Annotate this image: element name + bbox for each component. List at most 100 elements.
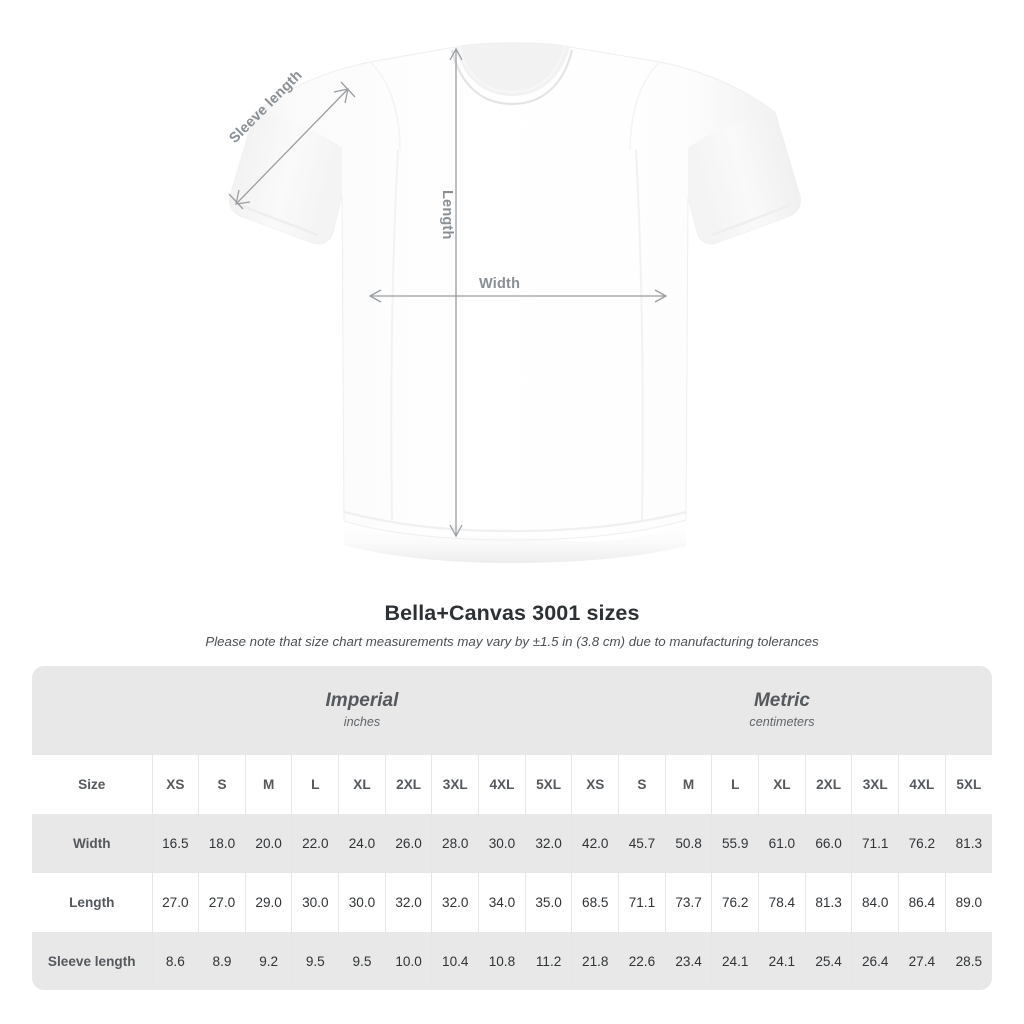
cell-sleeve-length-metric-L: 24.1 <box>711 932 759 990</box>
unit-group-metric: Metric centimeters <box>571 666 992 755</box>
cell-width-imperial-XL: 24.0 <box>338 814 386 873</box>
size-header-imperial-XS: XS <box>151 755 199 814</box>
tshirt-illustration <box>228 42 801 563</box>
cell-width-metric-L: 55.9 <box>711 814 759 873</box>
cell-width-imperial-L: 22.0 <box>291 814 339 873</box>
table-row: Length 27.0 27.0 29.0 30.0 30.0 32.0 32.0 34.0 35… <box>32 873 992 932</box>
size-header-imperial-XL: XL <box>338 755 386 814</box>
size-header-metric-L: L <box>711 755 759 814</box>
tshirt-diagram: Sleeve length Length Width <box>226 42 801 563</box>
row-label-sleeve-length: Sleeve length <box>32 932 152 990</box>
cell-width-metric-XS: 42.0 <box>571 814 619 873</box>
unit-group-metric-sub: centimeters <box>749 715 815 730</box>
page-title: Bella+Canvas 3001 sizes <box>384 601 640 625</box>
sleeve-length-arrow <box>228 81 356 210</box>
cell-length-imperial-L: 30.0 <box>291 873 339 932</box>
cell-width-imperial-2XL: 26.0 <box>384 814 432 873</box>
cell-length-imperial-S: 27.0 <box>198 873 246 932</box>
size-chart-table-container: Imperial inches Metric centimeters Size … <box>32 666 992 990</box>
cell-sleeve-length-imperial-XL: 9.5 <box>338 932 386 990</box>
cell-length-imperial-5XL: 35.0 <box>524 873 572 932</box>
size-header-imperial-M: M <box>244 755 292 814</box>
size-header-imperial-2XL: 2XL <box>384 755 432 814</box>
cell-sleeve-length-metric-S: 22.6 <box>618 932 666 990</box>
size-header-metric-XL: XL <box>758 755 806 814</box>
row-label-width: Width <box>32 814 152 873</box>
cell-sleeve-length-imperial-4XL: 10.8 <box>478 932 526 990</box>
cell-width-imperial-M: 20.0 <box>244 814 292 873</box>
cell-width-metric-S: 45.7 <box>618 814 666 873</box>
size-header-imperial-4XL: 4XL <box>478 755 526 814</box>
width-arrow <box>368 289 668 303</box>
cell-width-metric-2XL: 66.0 <box>804 814 852 873</box>
size-header-imperial-5XL: 5XL <box>524 755 572 814</box>
cell-length-imperial-XL: 30.0 <box>338 873 386 932</box>
unit-group-metric-name: Metric <box>753 689 810 711</box>
cell-length-metric-XS: 68.5 <box>571 873 619 932</box>
cell-sleeve-length-imperial-3XL: 10.4 <box>431 932 479 990</box>
cell-width-metric-4XL: 76.2 <box>898 814 946 873</box>
cell-sleeve-length-imperial-M: 9.2 <box>244 932 292 990</box>
cell-length-metric-XL: 78.4 <box>758 873 806 932</box>
cell-width-imperial-3XL: 28.0 <box>431 814 479 873</box>
table-row: Sleeve length 8.6 8.9 9.2 9.5 9.5 10.0 10.4 10.8… <box>32 932 992 990</box>
cell-sleeve-length-metric-2XL: 25.4 <box>804 932 852 990</box>
size-corner-label: Size <box>32 755 152 814</box>
cell-sleeve-length-imperial-2XL: 10.0 <box>384 932 432 990</box>
cell-length-imperial-2XL: 32.0 <box>384 873 432 932</box>
cell-length-imperial-M: 29.0 <box>244 873 292 932</box>
shirt-shape <box>229 42 801 563</box>
annotation-length: Length <box>439 190 455 240</box>
cell-sleeve-length-imperial-S: 8.9 <box>198 932 246 990</box>
unit-group-imperial: Imperial inches <box>152 666 572 755</box>
cell-sleeve-length-imperial-L: 9.5 <box>291 932 339 990</box>
cell-sleeve-length-metric-5XL: 28.5 <box>944 932 992 990</box>
annotation-width: Width <box>479 276 521 292</box>
cell-sleeve-length-metric-M: 23.4 <box>664 932 712 990</box>
cell-sleeve-length-metric-3XL: 26.4 <box>851 932 899 990</box>
unit-banner-spacer <box>32 666 152 755</box>
size-header-metric-4XL: 4XL <box>898 755 946 814</box>
cell-width-imperial-5XL: 32.0 <box>524 814 572 873</box>
cell-width-imperial-4XL: 30.0 <box>478 814 526 873</box>
cell-length-metric-L: 76.2 <box>711 873 759 932</box>
table-row: Width 16.5 18.0 20.0 22.0 24.0 26.0 28.0 30.0 32.… <box>32 814 992 873</box>
cell-sleeve-length-imperial-XS: 8.6 <box>151 932 199 990</box>
size-header-metric-S: S <box>618 755 666 814</box>
cell-sleeve-length-metric-XL: 24.1 <box>758 932 806 990</box>
size-header-metric-M: M <box>664 755 712 814</box>
cell-length-imperial-4XL: 34.0 <box>478 873 526 932</box>
size-header-imperial-S: S <box>198 755 246 814</box>
cell-sleeve-length-metric-XS: 21.8 <box>571 932 619 990</box>
cell-length-metric-2XL: 81.3 <box>804 873 852 932</box>
size-header-imperial-L: L <box>291 755 339 814</box>
cell-length-imperial-3XL: 32.0 <box>431 873 479 932</box>
size-header-row: Size XS S M L XL 2XL 3XL 4XL 5XL XS S M L XL 2XL 3XL 4XL… <box>32 755 992 814</box>
size-header-imperial-3XL: 3XL <box>431 755 479 814</box>
unit-group-imperial-name: Imperial <box>325 689 399 711</box>
cell-length-metric-M: 73.7 <box>664 873 712 932</box>
cell-width-metric-XL: 61.0 <box>758 814 806 873</box>
cell-width-imperial-XS: 16.5 <box>151 814 199 873</box>
cell-sleeve-length-metric-4XL: 27.4 <box>898 932 946 990</box>
cell-width-metric-M: 50.8 <box>664 814 712 873</box>
cell-length-metric-4XL: 86.4 <box>898 873 946 932</box>
cell-length-imperial-XS: 27.0 <box>151 873 199 932</box>
cell-length-metric-S: 71.1 <box>618 873 666 932</box>
page-subtitle: Please note that size chart measurements… <box>205 634 819 649</box>
size-header-metric-5XL: 5XL <box>944 755 992 814</box>
cell-length-metric-5XL: 89.0 <box>944 873 992 932</box>
measure-arrows <box>228 47 668 538</box>
cell-width-metric-5XL: 81.3 <box>944 814 992 873</box>
unit-group-imperial-sub: inches <box>343 715 381 730</box>
length-arrow <box>449 47 463 538</box>
size-header-metric-2XL: 2XL <box>804 755 852 814</box>
size-chart-table: Imperial inches Metric centimeters Size … <box>32 666 992 990</box>
cell-sleeve-length-imperial-5XL: 11.2 <box>524 932 572 990</box>
size-header-metric-XS: XS <box>571 755 619 814</box>
row-label-length: Length <box>32 873 152 932</box>
size-header-metric-3XL: 3XL <box>851 755 899 814</box>
cell-width-imperial-S: 18.0 <box>198 814 246 873</box>
unit-banner-row: Imperial inches Metric centimeters <box>32 666 992 755</box>
cell-length-metric-3XL: 84.0 <box>851 873 899 932</box>
